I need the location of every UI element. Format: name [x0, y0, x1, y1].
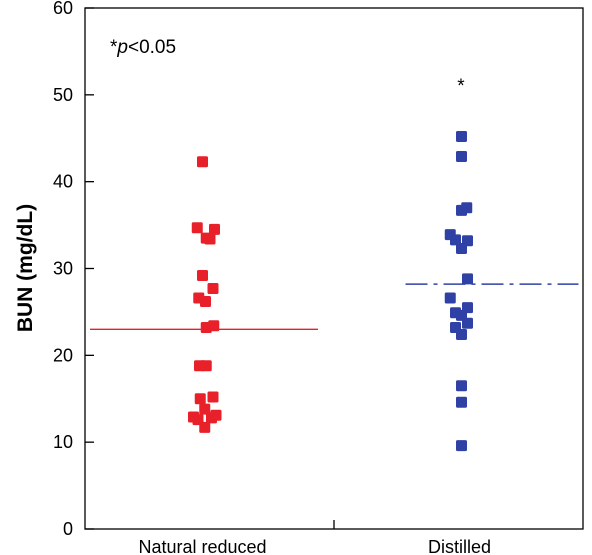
data-point — [462, 317, 473, 329]
data-points — [188, 131, 473, 452]
data-point — [444, 292, 456, 304]
y-axis-title: BUN (mg/dL) — [14, 204, 37, 332]
data-point — [199, 421, 211, 433]
data-point — [456, 396, 467, 408]
data-point — [210, 409, 222, 421]
data-point — [197, 156, 208, 168]
p-value-prefix: * — [110, 37, 118, 58]
p-value-italic: p — [116, 37, 128, 58]
data-point — [209, 223, 220, 235]
data-point — [456, 440, 467, 452]
data-point — [207, 282, 219, 294]
data-point — [456, 150, 467, 162]
labels: BUN (mg/dL) *p<0.05 * — [14, 37, 465, 332]
y-tick-label: 10 — [53, 432, 73, 452]
data-point — [456, 131, 467, 143]
data-point — [462, 302, 473, 314]
data-point — [456, 380, 467, 392]
p-value-suffix: <0.05 — [128, 37, 176, 58]
mean-lines — [90, 283, 579, 330]
y-tick-label: 30 — [53, 259, 73, 279]
data-point — [462, 235, 473, 247]
x-tick-label: Distilled — [428, 537, 491, 555]
data-point — [208, 320, 220, 332]
significance-star: * — [457, 76, 465, 97]
x-tick-label: Natural reduced — [138, 537, 266, 555]
data-point — [197, 269, 208, 281]
y-tick-label: 60 — [53, 0, 73, 18]
axes: 0 10 20 30 40 50 60 Natural reduced Distilled — [53, 0, 584, 555]
y-tick-label: 50 — [53, 85, 73, 105]
p-value-annotation: *p<0.05 — [110, 37, 176, 58]
y-tick-label: 0 — [63, 519, 73, 539]
y-tick-label: 20 — [53, 345, 73, 365]
plot-frame — [84, 7, 584, 530]
data-point — [204, 233, 216, 245]
data-point — [194, 393, 206, 405]
data-point — [207, 391, 219, 403]
data-point — [200, 360, 212, 372]
data-point — [461, 202, 473, 214]
data-point — [462, 273, 473, 285]
y-tick-label: 40 — [53, 172, 73, 192]
data-point — [200, 295, 211, 307]
data-point — [199, 403, 211, 415]
data-point — [456, 328, 467, 340]
data-point — [191, 222, 203, 234]
data-point — [450, 234, 461, 246]
